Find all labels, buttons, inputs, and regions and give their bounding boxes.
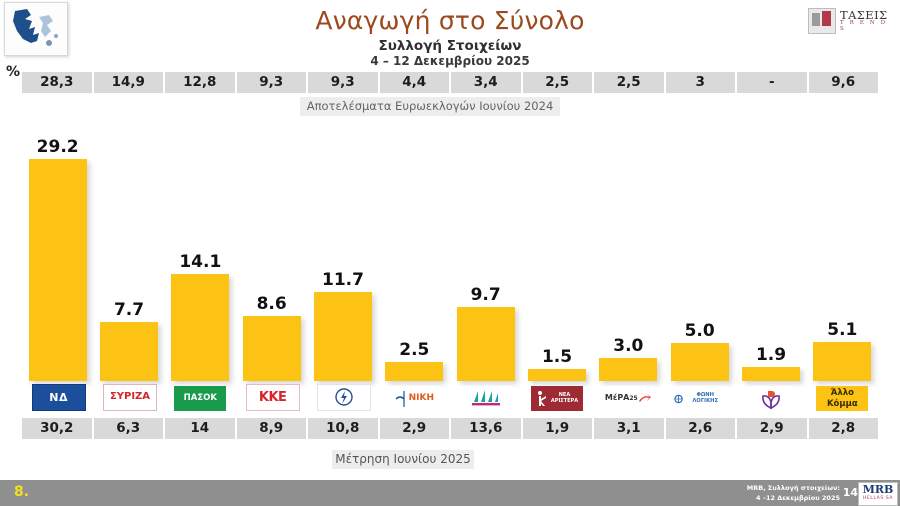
- trends-logo-sub: T R E N D S: [840, 20, 888, 33]
- page-subtitle: Συλλογή Στοιχείων: [378, 38, 522, 54]
- mrb-logo: MRB HELLAS SA: [858, 482, 898, 506]
- euro-2024-cell: 2,5: [522, 72, 592, 93]
- bar: [528, 369, 586, 381]
- bar-column: 3.0 ΜέΡΑ25: [597, 108, 659, 413]
- bar-value-label: 9.7: [470, 285, 501, 306]
- bar-value-label: 11.7: [322, 270, 364, 291]
- june-2025-cell: 30,2: [22, 418, 92, 439]
- party-logo-nea-aristera: ΝΕΑ ΑΡΙΣΤΕΡΑ: [531, 386, 583, 411]
- euro-2024-cell: 2,5: [594, 72, 664, 93]
- bar-column: 1.9: [740, 108, 802, 413]
- page-title: Αναγωγή στο Σύνολο: [315, 6, 585, 35]
- euro-2024-cell: 28,3: [22, 72, 92, 93]
- euro-2024-cell: 9,6: [808, 72, 878, 93]
- mrb-logo-sub: HELLAS SA: [862, 496, 894, 501]
- banner-euroelections-2024: Αποτελέσματα Ευρωεκλογών Ιουνίου 2024: [300, 97, 560, 116]
- bar-chart: 29.2 ΝΔ 7.7 ΣΥΡΙΖΑ 14.1 ΠΑΣΟΚ 8.6 ΚΚΕ 11.7 2.5 ΝΙΚ…: [22, 108, 878, 413]
- trends-logo-name: ΤΑΣΕΙΣ: [840, 8, 888, 23]
- bar-column: 14.1 ΠΑΣΟΚ: [169, 108, 231, 413]
- euro-2024-cell: 3: [665, 72, 735, 93]
- bar: [28, 159, 87, 381]
- party-logo-kke: ΚΚΕ: [245, 384, 300, 411]
- bar-column: 8.6 ΚΚΕ: [241, 108, 303, 413]
- bar-column: 5.1 Άλλο Κόμμα: [811, 108, 873, 413]
- june-2025-cell: 8,9: [236, 418, 306, 439]
- party-logo-pasok: ΠΑΣΟΚ: [174, 386, 227, 411]
- euro-2024-cell: 12,8: [165, 72, 235, 93]
- banner-june-2025: Μέτρηση Ιουνίου 2025: [332, 450, 474, 469]
- bar: [385, 362, 444, 381]
- bar-value-label: 29.2: [36, 137, 79, 157]
- party-logo-syriza: ΣΥΡΙΖΑ: [103, 384, 157, 411]
- euro-2024-cell: -: [737, 72, 807, 93]
- bar-column: 29.2 ΝΔ: [27, 108, 89, 413]
- party-logo-mera25: ΜέΡΑ25: [602, 386, 655, 411]
- euroelections-2024-row: 28,3 14,9 12,8 9,3 9,3 4,4 3,4 2,5 2,5 3-9,6: [22, 72, 878, 93]
- bar: [456, 307, 515, 381]
- trends-mark-icon: [808, 8, 836, 34]
- euro-2024-cell: 3,4: [451, 72, 521, 93]
- euro-2024-cell: 14,9: [93, 72, 163, 93]
- page-date: 4 – 12 Δεκεμβρίου 2025: [370, 54, 530, 68]
- trends-logo: ΤΑΣΕΙΣ T R E N D S: [808, 4, 894, 38]
- june-2025-cell: 2,8: [808, 418, 878, 439]
- bar-column: 2.5 ΝΙΚΗ: [383, 108, 445, 413]
- slide-marker: 8.: [14, 484, 30, 500]
- june-2025-cell: 10,8: [308, 418, 378, 439]
- june-2025-cell: 1,9: [522, 418, 592, 439]
- bar-value-label: 1.5: [541, 347, 573, 367]
- bar-value-label: 5.0: [684, 321, 715, 341]
- party-logo-niki: ΝΙΚΗ: [388, 386, 441, 411]
- bar: [242, 315, 301, 381]
- june-2025-cell: 2,9: [737, 418, 807, 439]
- bar-value-label: 2.5: [399, 340, 430, 360]
- bar-value-label: 7.7: [113, 300, 145, 321]
- bar-column: 1.5 ΝΕΑ ΑΡΙΣΤΕΡΑ: [526, 108, 588, 413]
- bar-column: 5.0 ΦΩΝΗ ΛΟΓΙΚΗΣ: [669, 108, 731, 413]
- bar-column: 9.7: [455, 108, 517, 413]
- june-2025-cell: 2,6: [665, 418, 735, 439]
- bar: [171, 273, 230, 381]
- greece-map-logo: [4, 2, 68, 56]
- bar-value-label: 14.1: [179, 251, 222, 272]
- party-logo-foni-logikis: ΦΩΝΗ ΛΟΓΙΚΗΣ: [673, 386, 726, 411]
- euro-2024-cell: 9,3: [308, 72, 378, 93]
- june-2025-cell: 14: [165, 418, 235, 439]
- source-line-1: MRB, Συλλογή στοιχείων:: [746, 484, 840, 492]
- page-number: 14: [842, 486, 858, 499]
- june-2025-cell: 2,9: [379, 418, 449, 439]
- bar: [670, 343, 729, 381]
- bar: [599, 358, 658, 381]
- euro-2024-cell: 4,4: [379, 72, 449, 93]
- percent-axis-label: %: [6, 64, 21, 80]
- bar-column: 7.7 ΣΥΡΙΖΑ: [98, 108, 160, 413]
- party-logo-elliniki-lysi: [317, 384, 371, 411]
- greece-map-icon: [13, 9, 58, 46]
- bar-value-label: 8.6: [256, 293, 287, 314]
- june-2025-measurement-row: 30,2 6,3 14 8,9 10,8 2,9 13,6 1,9 3,1 2,6 2,9 2,8: [22, 418, 878, 439]
- bar: [813, 342, 872, 381]
- party-logo-plefsi-eleftherias: [459, 386, 512, 411]
- bar: [742, 366, 800, 381]
- euro-2024-cell: 9,3: [236, 72, 306, 93]
- mrb-logo-text: MRB: [862, 483, 894, 496]
- bar-value-label: 5.1: [827, 320, 858, 341]
- bar: [314, 292, 372, 381]
- bar: [100, 322, 158, 381]
- june-2025-cell: 3,1: [594, 418, 664, 439]
- party-logo-allo-komma: Άλλο Κόμμα: [816, 386, 869, 411]
- june-2025-cell: 6,3: [93, 418, 163, 439]
- bar-value-label: 3.0: [613, 336, 644, 357]
- bar-value-label: 1.9: [755, 344, 787, 365]
- source-line-2: 4 –12 Δεκεμβρίου 2025: [755, 493, 840, 502]
- party-logo-nd: ΝΔ: [31, 384, 86, 411]
- party-logo-kosmos: [745, 386, 797, 411]
- source-note: MRB, Συλλογή στοιχείων: 4 –12 Δεκεμβρίου…: [747, 484, 840, 504]
- bar-column: 11.7: [312, 108, 374, 413]
- footer-bar: 8. MRB, Συλλογή στοιχείων: 4 –12 Δεκεμβρ…: [0, 480, 900, 506]
- june-2025-cell: 13,6: [451, 418, 521, 439]
